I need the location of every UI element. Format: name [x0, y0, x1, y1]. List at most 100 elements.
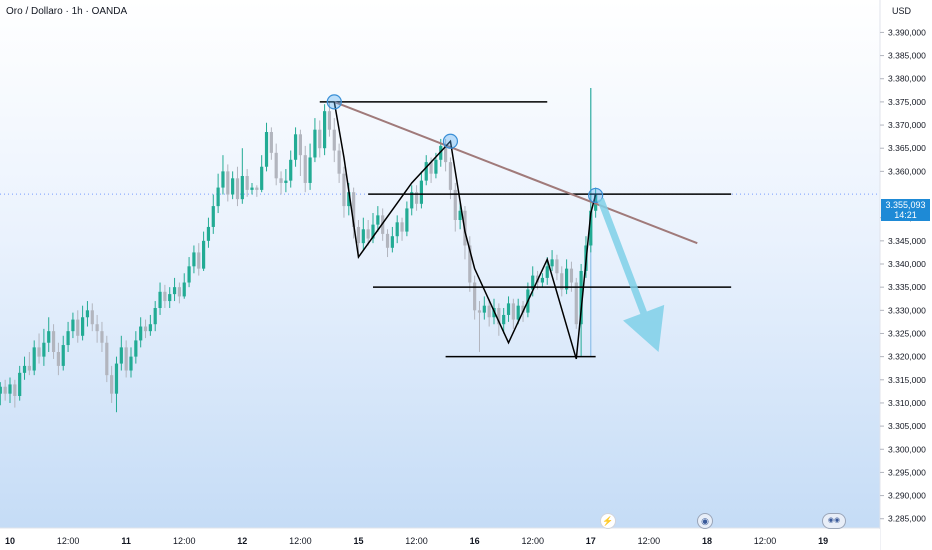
candle-body — [502, 314, 506, 325]
y-tick-label: 3.330,000 — [888, 305, 926, 315]
candle-body — [235, 178, 240, 200]
candle-body — [376, 215, 380, 225]
candle-body — [114, 363, 119, 394]
candle-body — [158, 291, 162, 308]
candle-body — [163, 291, 167, 302]
candle-body — [172, 287, 177, 295]
candle-body — [8, 384, 12, 394]
candle-body — [231, 178, 235, 195]
candle-body — [458, 210, 462, 220]
x-tick-label: 15 — [353, 536, 363, 546]
y-tick-label: 3.300,000 — [888, 444, 926, 454]
descending-trendline — [333, 100, 698, 245]
candle-body — [51, 331, 56, 352]
candle-body — [187, 266, 191, 283]
candle-body — [226, 171, 230, 195]
x-tick-label: 12:00 — [521, 536, 544, 546]
x-tick-label: 11 — [121, 536, 131, 546]
candle-body — [327, 111, 332, 130]
y-tick-label: 3.310,000 — [888, 398, 926, 408]
candle-body — [71, 319, 75, 332]
candle-body — [361, 229, 365, 244]
candle-body — [100, 331, 104, 343]
candle-body — [245, 176, 249, 190]
candle-body — [56, 352, 60, 366]
candle-body — [468, 245, 472, 283]
candle-body — [279, 178, 283, 183]
y-tick-label: 3.335,000 — [888, 282, 926, 292]
candle-body — [555, 259, 559, 274]
candle-body — [565, 268, 569, 290]
flag-icon[interactable]: ◉ — [697, 513, 713, 529]
candle-body — [269, 132, 273, 153]
candle-body — [516, 305, 520, 320]
candle-body — [385, 233, 390, 248]
pivot-marker — [442, 133, 459, 149]
candle-body — [177, 287, 181, 297]
x-tick-label: 10 — [5, 536, 15, 546]
candle-body — [521, 305, 525, 313]
candle-body — [264, 132, 269, 167]
x-tick-label: 12:00 — [57, 536, 80, 546]
candle-body — [240, 176, 244, 200]
candle-body — [148, 324, 152, 332]
candle-body — [400, 222, 404, 232]
candle-body — [429, 162, 433, 174]
candle-body — [560, 273, 564, 290]
candle-body — [439, 145, 443, 160]
candle-body — [405, 208, 409, 232]
y-tick-label: 3.320,000 — [888, 352, 926, 362]
y-tick-label: 3.325,000 — [888, 328, 926, 338]
candle-body — [482, 305, 486, 313]
candle-body — [32, 347, 36, 371]
candle-body — [453, 189, 457, 220]
x-tick-label: 12:00 — [754, 536, 777, 546]
chart-plot-area[interactable] — [0, 0, 880, 528]
x-tick-label: 12:00 — [405, 536, 428, 546]
candle-body — [90, 310, 94, 325]
candle-body — [3, 386, 7, 394]
candle-body — [424, 162, 428, 181]
y-tick-label: 3.360,000 — [888, 166, 926, 176]
candle-body — [76, 319, 80, 336]
candle-body — [366, 229, 370, 239]
candle-body — [61, 345, 65, 366]
current-price-tag: 3.355,093 14:21 — [881, 199, 930, 221]
time-axis-bg — [0, 529, 880, 550]
candle-body — [371, 224, 375, 239]
x-tick-label: 12:00 — [289, 536, 312, 546]
candle-body — [506, 303, 511, 315]
candle-body — [197, 252, 201, 269]
pivot-marker — [588, 187, 604, 204]
candle-body — [22, 365, 27, 373]
candle-body — [255, 187, 259, 190]
candle-body — [274, 152, 278, 179]
candle-body — [574, 282, 578, 325]
flags-icon[interactable]: ◉◉ — [822, 513, 846, 529]
candle-body — [444, 145, 448, 163]
lightning-icon[interactable]: ⚡ — [600, 513, 616, 529]
x-tick-label: 18 — [702, 536, 712, 546]
candle-body — [337, 150, 341, 174]
candle-body — [37, 347, 41, 357]
candle-body — [293, 134, 298, 160]
y-tick-label: 3.290,000 — [888, 491, 926, 501]
candle-body — [342, 173, 346, 207]
candle-body — [414, 192, 419, 204]
candle-body — [27, 365, 31, 371]
y-tick-label: 3.365,000 — [888, 143, 926, 153]
candle-body — [323, 111, 327, 149]
candle-body — [260, 166, 264, 190]
x-tick-label: 12:00 — [173, 536, 196, 546]
candle-body — [318, 129, 322, 149]
candle-body — [303, 155, 307, 183]
candle-body — [66, 331, 70, 346]
candle-body — [0, 386, 2, 394]
x-tick-label: 19 — [818, 536, 828, 546]
y-tick-label: 3.315,000 — [888, 375, 926, 385]
candle-body — [153, 308, 157, 325]
x-tick-label: 17 — [586, 536, 596, 546]
candle-body — [95, 324, 99, 332]
candle-body — [531, 275, 535, 290]
